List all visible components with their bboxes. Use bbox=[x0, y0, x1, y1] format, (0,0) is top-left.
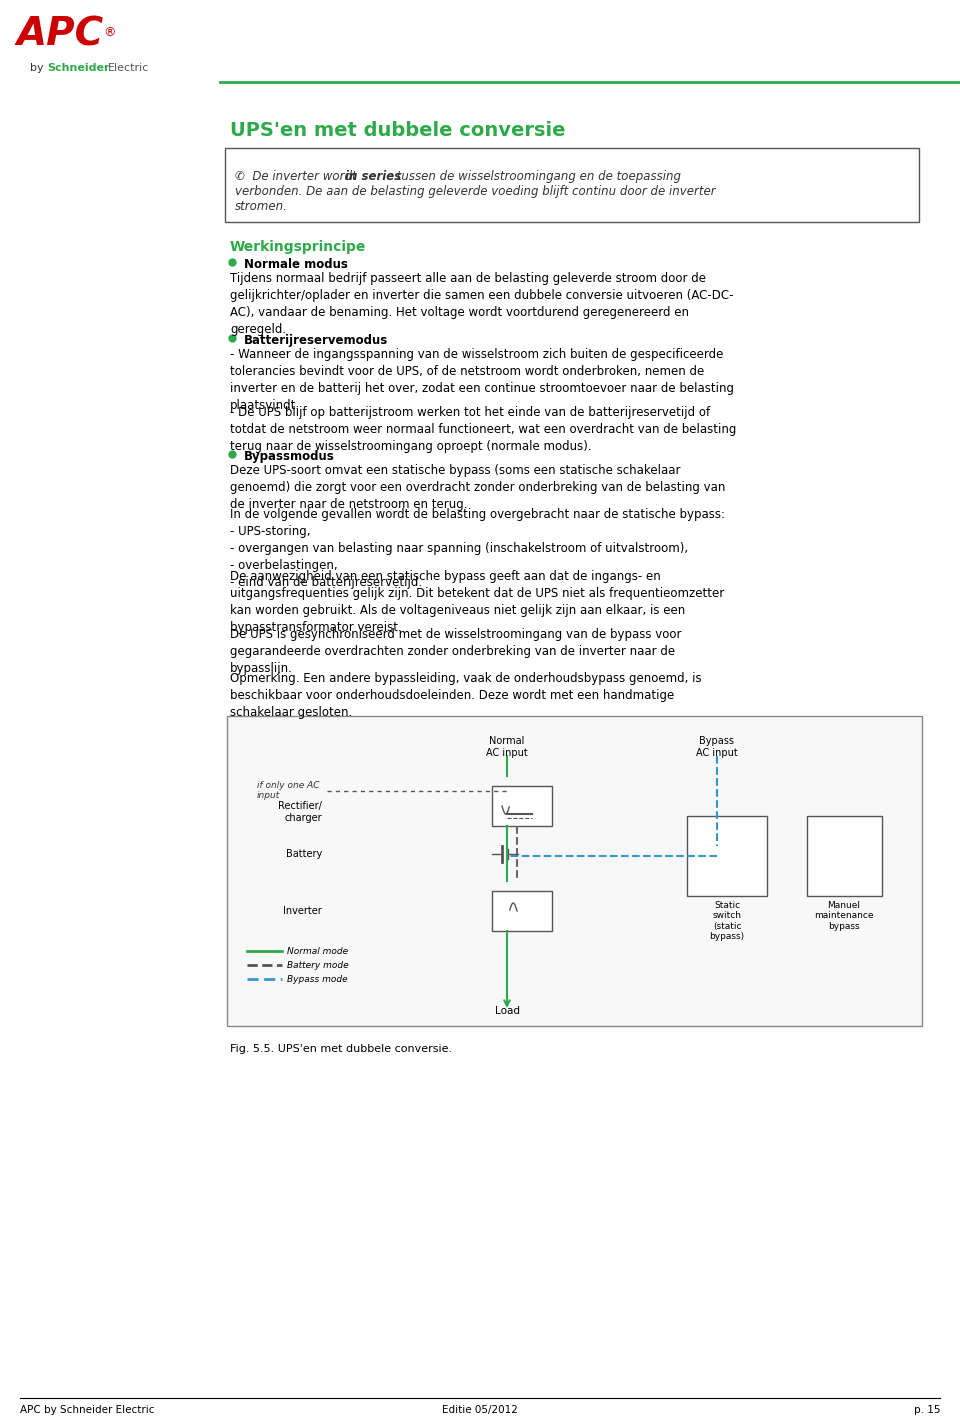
Text: Normal
AC input: Normal AC input bbox=[486, 737, 528, 758]
Text: in series: in series bbox=[345, 171, 401, 183]
Text: Bypassmodus: Bypassmodus bbox=[244, 449, 335, 464]
Text: (vervolg): (vervolg) bbox=[710, 30, 798, 50]
Text: Opmerking. Een andere bypassleiding, vaak de onderhoudsbypass genoemd, is
beschi: Opmerking. Een andere bypassleiding, vaa… bbox=[230, 673, 702, 720]
Text: UPS'en met dubbele conversie: UPS'en met dubbele conversie bbox=[230, 121, 565, 139]
Text: Normale modus: Normale modus bbox=[244, 257, 348, 272]
Text: Bypass mode: Bypass mode bbox=[287, 974, 348, 984]
Text: Soorten UPS'en: Soorten UPS'en bbox=[458, 26, 703, 54]
Text: Tijdens normaal bedrijf passeert alle aan de belasting geleverde stroom door de
: Tijdens normaal bedrijf passeert alle aa… bbox=[230, 272, 733, 336]
Text: Battery: Battery bbox=[286, 849, 322, 859]
Text: Inverter: Inverter bbox=[283, 906, 322, 916]
Text: Werkingsprincipe: Werkingsprincipe bbox=[230, 240, 367, 255]
Text: APC by Schneider Electric: APC by Schneider Electric bbox=[20, 1405, 155, 1415]
Text: by: by bbox=[30, 63, 43, 73]
Text: tussen de wisselstroomingang en de toepassing: tussen de wisselstroomingang en de toepa… bbox=[393, 171, 681, 183]
Bar bbox=[227, 717, 922, 1027]
Bar bbox=[687, 816, 767, 896]
Text: Rectifier/
charger: Rectifier/ charger bbox=[278, 801, 322, 822]
Text: Deze UPS-soort omvat een statische bypass (soms een statische schakelaar
genoemd: Deze UPS-soort omvat een statische bypas… bbox=[230, 464, 726, 510]
Text: De aanwezigheid van een statische bypass geeft aan dat de ingangs- en
uitgangsfr: De aanwezigheid van een statische bypass… bbox=[230, 570, 724, 634]
Text: In de volgende gevallen wordt de belasting overgebracht naar de statische bypass: In de volgende gevallen wordt de belasti… bbox=[230, 508, 725, 589]
Text: p. 15: p. 15 bbox=[914, 1405, 940, 1415]
Text: Electric: Electric bbox=[108, 63, 150, 73]
Text: Fig. 5.5. UPS'en met dubbele conversie.: Fig. 5.5. UPS'en met dubbele conversie. bbox=[230, 1044, 452, 1054]
Text: ✆  De inverter wordt: ✆ De inverter wordt bbox=[235, 171, 360, 183]
Bar bbox=[807, 816, 882, 896]
Text: Battery mode: Battery mode bbox=[287, 960, 348, 970]
Text: stromen.: stromen. bbox=[235, 201, 288, 213]
Text: Editie 05/2012: Editie 05/2012 bbox=[442, 1405, 518, 1415]
Text: Batterijreservemodus: Batterijreservemodus bbox=[244, 334, 388, 347]
Text: - Wanneer de ingangsspanning van de wisselstroom zich buiten de gespecificeerde
: - Wanneer de ingangsspanning van de wiss… bbox=[230, 348, 734, 412]
Text: Static
switch
(static
bypass): Static switch (static bypass) bbox=[709, 902, 745, 941]
Text: Normal mode: Normal mode bbox=[287, 947, 348, 956]
Text: if only one AC
input: if only one AC input bbox=[257, 781, 320, 801]
Bar bbox=[492, 892, 552, 931]
Bar bbox=[492, 786, 552, 826]
Text: Bypass
AC input: Bypass AC input bbox=[696, 737, 738, 758]
Text: De UPS is gesynchroniseerd met de wisselstroomingang van de bypass voor
gegarand: De UPS is gesynchroniseerd met de wissel… bbox=[230, 629, 682, 675]
Text: ®: ® bbox=[103, 27, 115, 40]
Text: - De UPS blijf op batterijstroom werken tot het einde van de batterijreservetijd: - De UPS blijf op batterijstroom werken … bbox=[230, 407, 736, 454]
Text: verbonden. De aan de belasting geleverde voeding blijft continu door de inverter: verbonden. De aan de belasting geleverde… bbox=[235, 185, 715, 198]
Text: APC: APC bbox=[16, 16, 104, 54]
Text: Load: Load bbox=[494, 1005, 519, 1015]
Text: Schneider: Schneider bbox=[47, 63, 109, 73]
Text: Manuel
maintenance
bypass: Manuel maintenance bypass bbox=[814, 902, 874, 931]
FancyBboxPatch shape bbox=[225, 148, 919, 222]
